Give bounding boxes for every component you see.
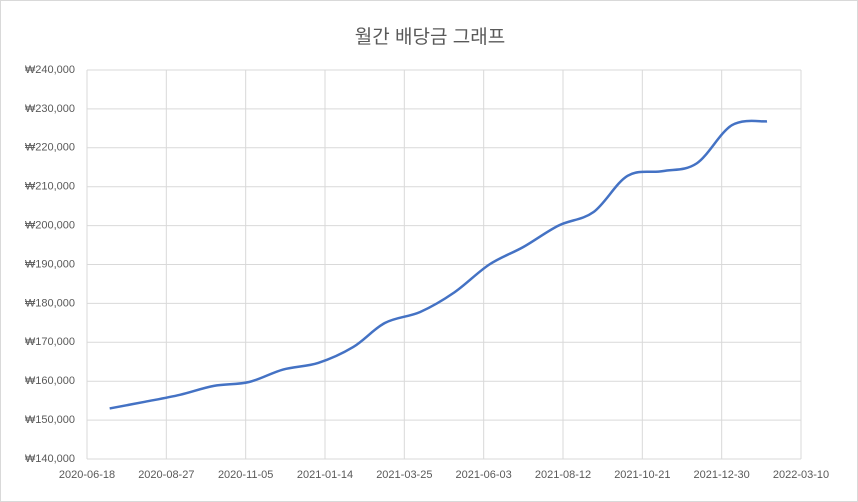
x-tick-label: 2020-08-27: [138, 469, 194, 481]
x-tick-label: 2021-12-30: [694, 469, 750, 481]
chart-title: 월간 배당금 그래프: [355, 26, 505, 48]
y-tick-label: ₩160,000: [25, 375, 75, 387]
y-tick-label: ₩200,000: [25, 220, 75, 232]
x-tick-label: 2021-06-03: [456, 469, 512, 481]
x-tick-label: 2022-03-10: [773, 469, 829, 481]
y-tick-label: ₩180,000: [25, 297, 75, 309]
y-tick-label: ₩150,000: [25, 414, 75, 426]
x-tick-label: 2020-06-18: [59, 469, 115, 481]
y-tick-label: ₩230,000: [25, 103, 75, 115]
x-tick-label: 2020-11-05: [218, 469, 273, 481]
x-tick-label: 2021-10-21: [614, 469, 670, 481]
y-tick-label: ₩170,000: [25, 336, 75, 348]
y-tick-label: ₩220,000: [25, 142, 75, 154]
y-tick-label: ₩240,000: [25, 64, 75, 76]
data-line: [109, 119, 768, 410]
x-tick-label: 2021-08-12: [535, 469, 591, 481]
y-tick-label: ₩190,000: [25, 258, 75, 270]
y-tick-label: ₩140,000: [25, 453, 75, 465]
x-tick-label: 2021-01-14: [297, 469, 353, 481]
y-tick-label: ₩210,000: [25, 181, 75, 193]
x-tick-label: 2021-03-25: [376, 469, 432, 481]
